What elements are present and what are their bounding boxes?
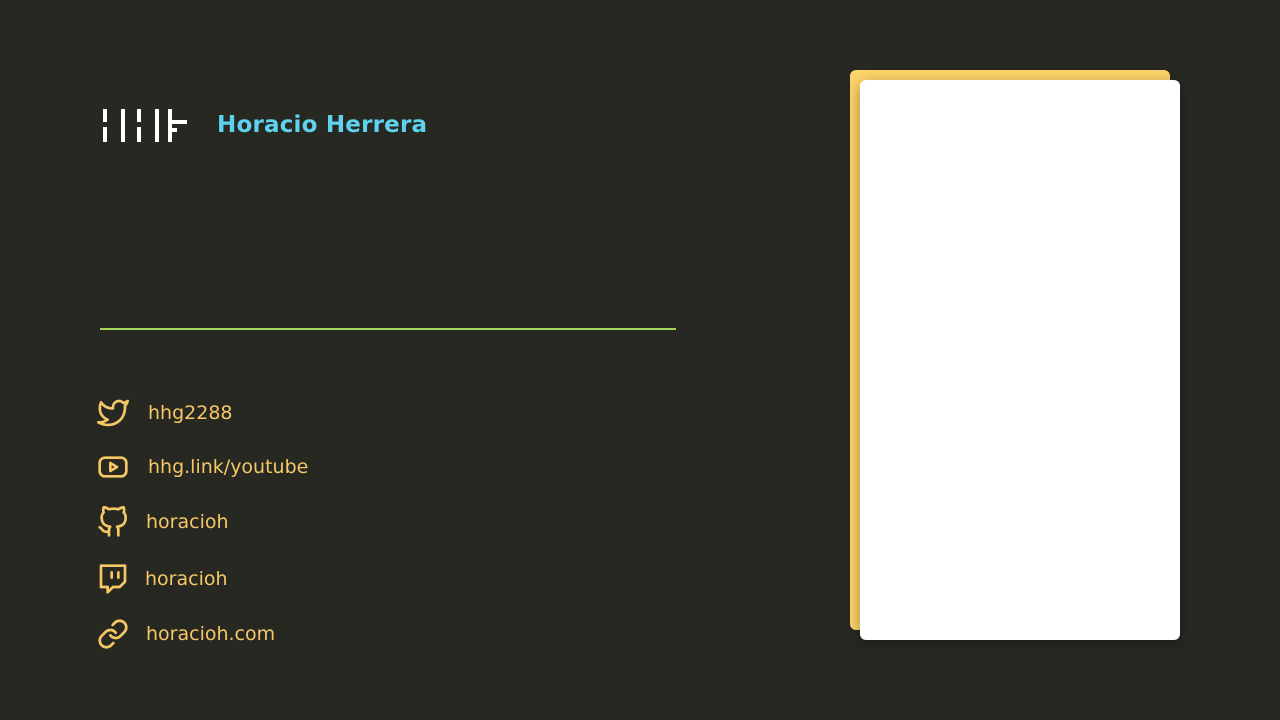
twitch-icon [97,563,129,595]
social-link-youtube[interactable]: hhg.link/youtube [97,451,308,483]
social-link-label: hhg2288 [148,402,233,424]
hh-monogram-logo [103,109,187,142]
social-link-github[interactable]: horacioh [97,506,229,538]
header: Horacio Herrera [100,109,427,142]
social-link-website[interactable]: horacioh.com [97,618,275,650]
author-name: Horacio Herrera [217,112,428,138]
youtube-icon [97,451,129,483]
social-link-label: hhg.link/youtube [148,456,309,478]
content-card [860,80,1180,640]
github-icon [97,506,129,538]
social-link-label: horacioh [146,511,229,533]
twitter-icon [97,397,129,429]
link-icon [97,618,129,650]
section-divider [100,328,676,330]
social-link-label: horacioh.com [146,623,276,645]
social-link-twitter[interactable]: hhg2288 [97,397,233,429]
social-link-label: horacioh [145,568,228,590]
social-link-twitch[interactable]: horacioh [97,563,228,595]
